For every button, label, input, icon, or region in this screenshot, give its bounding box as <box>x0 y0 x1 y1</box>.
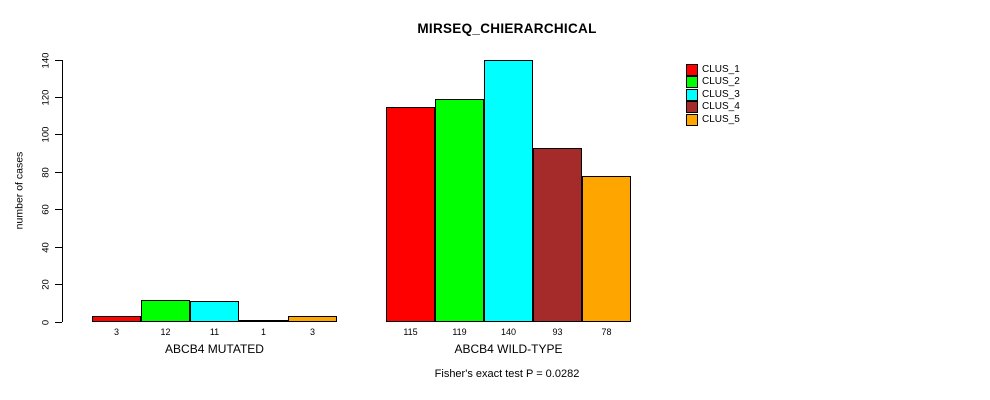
legend-swatch <box>686 76 698 89</box>
legend-swatch <box>686 88 698 101</box>
y-tick-label: 140 <box>40 52 52 68</box>
y-tick <box>55 321 62 323</box>
bar <box>92 316 141 322</box>
category-label: ABCB4 WILD-TYPE <box>454 342 563 356</box>
category-label: ABCB4 MUTATED <box>165 342 264 356</box>
y-tick-label: 100 <box>40 126 52 143</box>
legend-label: CLUS_2 <box>702 76 740 88</box>
legend-label: CLUS_4 <box>702 101 740 113</box>
bar-value-label: 115 <box>403 327 418 337</box>
bar-value-label: 3 <box>113 327 119 337</box>
y-tick <box>55 134 62 136</box>
bar-value-label: 119 <box>452 327 467 337</box>
y-tick <box>55 209 62 211</box>
y-tick <box>55 96 62 98</box>
y-tick <box>55 59 62 61</box>
legend-swatch <box>686 64 698 76</box>
bar-value-label: 140 <box>500 327 517 337</box>
p-value-annotation: Fisher's exact test P = 0.0282 <box>434 368 580 380</box>
y-tick-label: 40 <box>40 241 52 253</box>
bar <box>484 60 533 322</box>
y-tick-label: 120 <box>40 89 52 106</box>
bar <box>435 99 484 322</box>
legend-label: CLUS_5 <box>702 113 740 125</box>
bar <box>239 320 288 322</box>
bar <box>533 148 582 322</box>
y-tick-label: 60 <box>40 204 52 215</box>
chart-title: MIRSEQ_CHIERARCHICAL <box>417 21 597 36</box>
y-tick-label: 80 <box>40 167 52 178</box>
y-axis-line <box>62 60 63 322</box>
y-tick-label: 0 <box>40 319 52 325</box>
legend-swatch <box>686 113 698 126</box>
bar-value-label: 3 <box>309 327 315 337</box>
y-tick <box>55 246 62 248</box>
bar <box>141 300 190 322</box>
bar <box>288 316 337 322</box>
y-tick <box>55 171 62 173</box>
legend-label: CLUS_1 <box>702 64 740 75</box>
bar <box>190 301 239 322</box>
bar-value-label: 78 <box>601 327 612 337</box>
bar-value-label: 12 <box>160 327 171 337</box>
bar-value-label: 93 <box>552 327 563 337</box>
y-tick <box>55 284 62 286</box>
y-axis-title: number of cases <box>13 151 26 230</box>
bar <box>386 107 435 322</box>
legend-swatch <box>686 101 698 114</box>
y-tick-label: 20 <box>40 279 52 290</box>
bar-value-label: 1 <box>260 327 266 337</box>
legend-label: CLUS_3 <box>702 88 740 100</box>
bar <box>582 176 631 322</box>
bar-value-label: 11 <box>209 327 220 337</box>
